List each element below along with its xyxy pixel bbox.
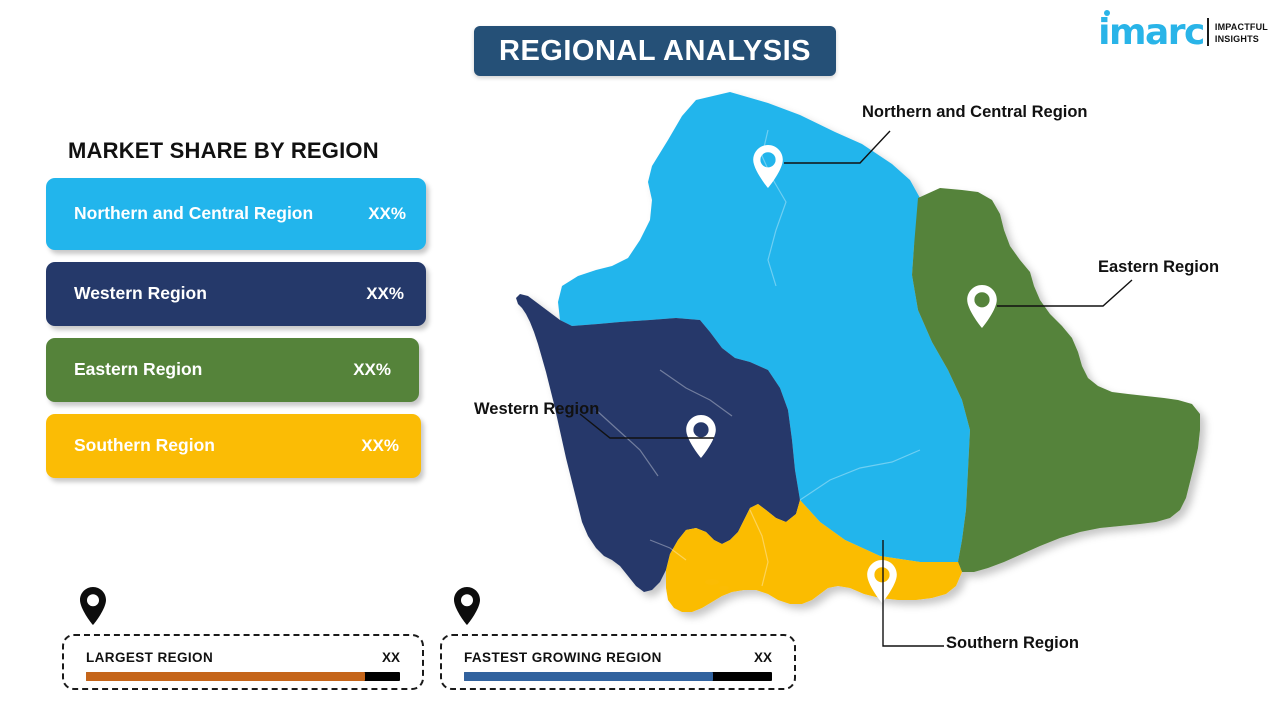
legend-item-label: Northern and Central Region [74,203,314,224]
legend-item-western-region[interactable]: Western Region XX% [46,262,426,326]
largest-region-caption: LARGEST REGION [86,650,214,665]
legend-item-northern-and-central-region[interactable]: Northern and Central Region XX% [46,178,426,250]
fastest-growing-region-caption: FASTEST GROWING REGION [464,650,662,665]
legend-item-label: Southern Region [74,435,215,456]
saudi-arabia-region-map [500,70,1260,650]
logo-tagline: IMPACTFUL INSIGHTS [1215,21,1268,45]
largest-region-progress-track [86,672,400,681]
logo-dot-icon [1104,10,1111,16]
largest-region-value: XX [381,650,400,665]
map-region-western[interactable] [516,294,800,592]
map-label-northern-and-central: Northern and Central Region [862,103,1088,121]
fastest-growing-region-value: XX [753,650,772,665]
largest-region-progress-fill [86,672,366,681]
fastest-growing-region-box: FASTEST GROWING REGION XX [440,634,796,690]
logo-divider [1206,18,1209,47]
logo-tagline-line2: INSIGHTS [1214,33,1259,44]
fastest-growing-region-progress-track [464,672,772,681]
legend-list: Northern and Central Region XX% Western … [46,178,436,490]
page-title-banner: REGIONAL ANALYSIS [474,26,836,76]
legend-item-label: Eastern Region [74,359,203,380]
map-region-eastern[interactable] [912,188,1200,572]
logo-tagline-line1: IMPACTFUL [1214,21,1268,32]
legend-item-label: Western Region [74,283,207,304]
fastest-growing-region-progress-fill [464,672,714,681]
legend-item-eastern-region[interactable]: Eastern Region XX% [46,338,419,402]
map-label-eastern: Eastern Region [1098,258,1220,276]
location-pin-icon [454,587,480,625]
largest-region-row: LARGEST REGION XX [64,636,422,665]
map-label-western: Western Region [474,400,600,418]
logo-wordmark-text: imarc [1098,12,1205,53]
map-pin-eastern[interactable] [967,285,997,328]
fastest-growing-region-row: FASTEST GROWING REGION XX [442,636,794,665]
map-island-speck [705,579,729,591]
map-svg [516,92,1200,612]
map-pin-northern-and-central[interactable] [753,145,783,188]
legend-item-value: XX% [361,436,399,455]
legend-item-value: XX% [366,284,404,303]
map-region-northern-and-central[interactable] [558,92,970,562]
imarc-logo: imarc IMPACTFUL INSIGHTS [1098,10,1268,51]
location-pin-icon [80,587,106,625]
map-label-southern: Southern Region [946,634,1079,652]
panel-title: MARKET SHARE BY REGION [68,138,379,163]
largest-region-box: LARGEST REGION XX [62,634,424,690]
logo-wordmark: imarc [1098,10,1205,51]
legend-item-value: XX% [368,204,406,223]
page-title: REGIONAL ANALYSIS [499,34,811,67]
legend-item-southern-region[interactable]: Southern Region XX% [46,414,421,478]
legend-item-value: XX% [353,360,391,379]
